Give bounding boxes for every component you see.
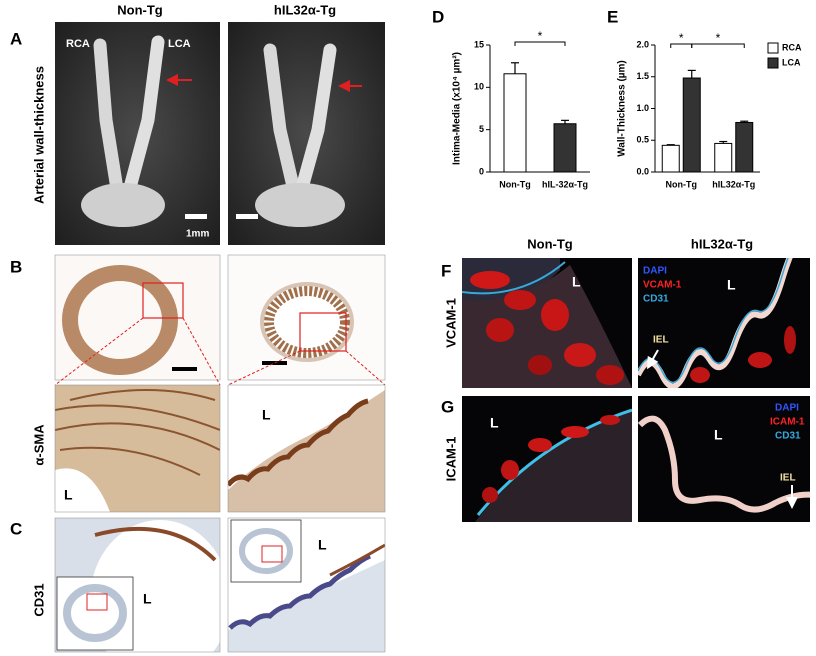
panel-label: A [10, 29, 22, 48]
legend-entry: CD31 [775, 431, 801, 442]
lumen-label: L [714, 427, 723, 443]
lumen-label: L [490, 415, 499, 431]
iel-label: IEL [653, 335, 669, 346]
panel-label: E [607, 7, 618, 26]
bar [503, 73, 527, 173]
panel-label: F [441, 261, 451, 280]
legend-label: RCA [782, 42, 802, 52]
micrograph [54, 254, 386, 513]
side-label: CD31 [31, 583, 46, 616]
scale-label: 1mm [186, 229, 209, 240]
lumen-label: L [64, 487, 73, 503]
lumen-label: L [727, 277, 736, 293]
legend-swatch [767, 57, 779, 69]
bar [714, 142, 733, 173]
lumen-label: L [572, 274, 581, 290]
bar [661, 144, 680, 173]
lumen-label: L [143, 591, 152, 607]
column-header: Non-Tg [527, 236, 573, 251]
bar [682, 77, 701, 173]
y-tick-label: 0 [479, 166, 484, 176]
y-tick-label: 5 [479, 124, 484, 134]
legend-entry: DAPI [775, 403, 799, 414]
panel-label: B [10, 257, 22, 276]
column-header: hIL32α-Tg [274, 2, 336, 17]
x-tick-label: Non-Tg [666, 179, 698, 189]
significance-label: * [679, 31, 684, 45]
panel-label: D [432, 7, 444, 26]
legend-swatch [767, 42, 779, 54]
legend-label: LCA [782, 57, 801, 67]
side-label: α-SMA [31, 424, 46, 466]
side-label: Arterial wall-thickness [31, 66, 46, 204]
y-tick-label: 15 [474, 39, 484, 49]
photo [55, 22, 385, 245]
legend-entry: CD31 [643, 294, 669, 305]
y-tick-label: 10 [474, 82, 484, 92]
lumen-label: L [262, 407, 271, 423]
y-tick-label: 0.0 [636, 166, 649, 176]
y-axis-label: Wall-Thickness (µm) [617, 60, 628, 157]
y-tick-label: 1.5 [636, 71, 649, 81]
column-header: Non-Tg [117, 2, 163, 17]
y-tick-label: 1.0 [636, 103, 649, 113]
side-label: VCAM-1 [443, 298, 458, 348]
x-tick-label: hIL-32α-Tg [542, 179, 588, 189]
significance-label: * [716, 31, 721, 45]
vessel-label: LCA [168, 38, 191, 50]
panel-label: C [10, 519, 22, 538]
legend-entry: VCAM-1 [643, 280, 682, 291]
lumen-label: L [318, 537, 327, 553]
significance-label: * [538, 29, 543, 43]
micrograph [54, 517, 386, 653]
iel-label: IEL [780, 473, 796, 484]
fluorescence-image [462, 396, 810, 522]
vessel-label: RCA [66, 38, 90, 50]
significance-bracket [691, 43, 745, 48]
fluorescence-image [462, 258, 810, 388]
panel-label: G [441, 397, 454, 416]
y-tick-label: 2.0 [636, 39, 649, 49]
bar [553, 123, 577, 173]
column-header: hIL32α-Tg [691, 236, 753, 251]
y-tick-label: 0.5 [636, 135, 649, 145]
side-label: ICAM-1 [443, 437, 458, 482]
y-axis-label: Intima-Media (x10⁴ µm²) [452, 52, 463, 165]
significance-bracket [514, 41, 566, 46]
legend-entry: DAPI [643, 266, 667, 277]
x-tick-label: Non-Tg [499, 179, 531, 189]
legend-entry: ICAM-1 [770, 417, 805, 428]
bar [735, 121, 754, 173]
x-tick-label: hIL32α-Tg [712, 179, 755, 189]
